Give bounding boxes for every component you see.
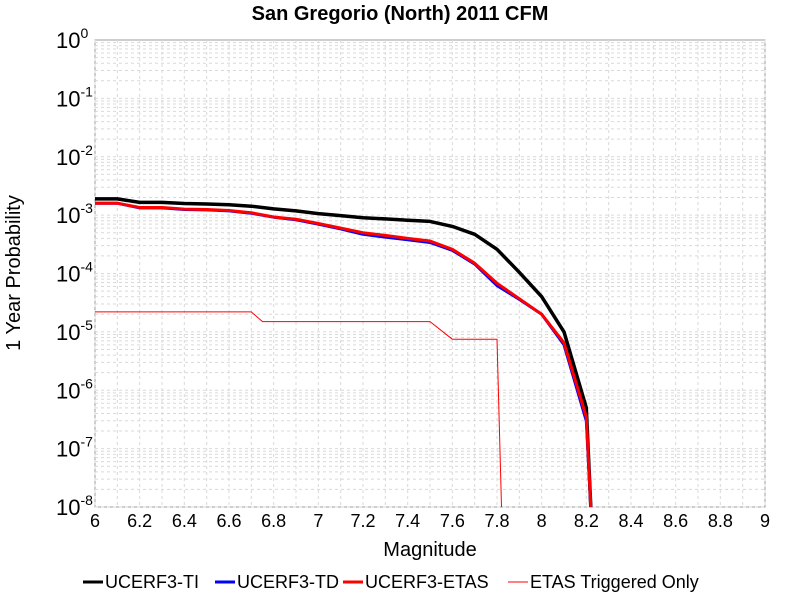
y-tick-label: 10-6 xyxy=(56,375,93,403)
x-tick-label: 8.2 xyxy=(574,511,599,531)
chart-title: San Gregorio (North) 2011 CFM xyxy=(252,3,549,25)
x-axis: 6 6.2 6.4 6.6 6.8 7 7.2 7.4 7.6 7.8 8 8.2 8.4 8.6 8.8 9 xyxy=(90,511,770,531)
series-line xyxy=(95,311,502,508)
y-tick-label: 100 xyxy=(56,25,88,53)
y-tick-label: 10-5 xyxy=(56,317,93,345)
series-line xyxy=(95,197,593,508)
legend-label: UCERF3-ETAS xyxy=(365,572,489,592)
legend-label: UCERF3-TI xyxy=(105,572,199,592)
x-tick-label: 7.8 xyxy=(484,511,509,531)
x-tick-label: 8.4 xyxy=(618,511,643,531)
x-tick-label: 7.4 xyxy=(395,511,420,531)
y-axis-label: 1 Year Probability xyxy=(3,195,25,351)
y-axis: 100 10-1 10-2 10-3 10-4 10-5 10-6 10-7 10-8 xyxy=(56,25,93,520)
series-lines xyxy=(95,197,593,508)
x-tick-label: 6.4 xyxy=(172,511,197,531)
y-tick-label: 10-1 xyxy=(56,83,93,111)
y-tick-label: 10-3 xyxy=(56,200,93,228)
x-tick-label: 6.8 xyxy=(261,511,286,531)
x-tick-label: 7.6 xyxy=(440,511,465,531)
x-axis-label: Magnitude xyxy=(383,539,476,561)
legend: UCERF3-TI UCERF3-TD UCERF3-ETAS ETAS Trigge… xyxy=(83,572,699,592)
grid xyxy=(94,40,766,508)
x-tick-label: 6.6 xyxy=(216,511,241,531)
x-tick-label: 6.2 xyxy=(127,511,152,531)
y-tick-label: 10-8 xyxy=(56,492,93,520)
x-tick-label: 7 xyxy=(313,511,323,531)
y-tick-label: 10-7 xyxy=(56,434,93,462)
x-tick-label: 9 xyxy=(760,511,770,531)
legend-label: UCERF3-TD xyxy=(237,572,339,592)
y-tick-label: 10-4 xyxy=(56,259,93,287)
x-tick-label: 8 xyxy=(537,511,547,531)
x-tick-label: 8.6 xyxy=(663,511,688,531)
legend-label: ETAS Triggered Only xyxy=(530,572,699,592)
y-tick-label: 10-2 xyxy=(56,142,93,170)
x-tick-label: 6 xyxy=(90,511,100,531)
series-line xyxy=(95,201,593,508)
x-tick-label: 8.8 xyxy=(708,511,733,531)
x-tick-label: 7.2 xyxy=(350,511,375,531)
